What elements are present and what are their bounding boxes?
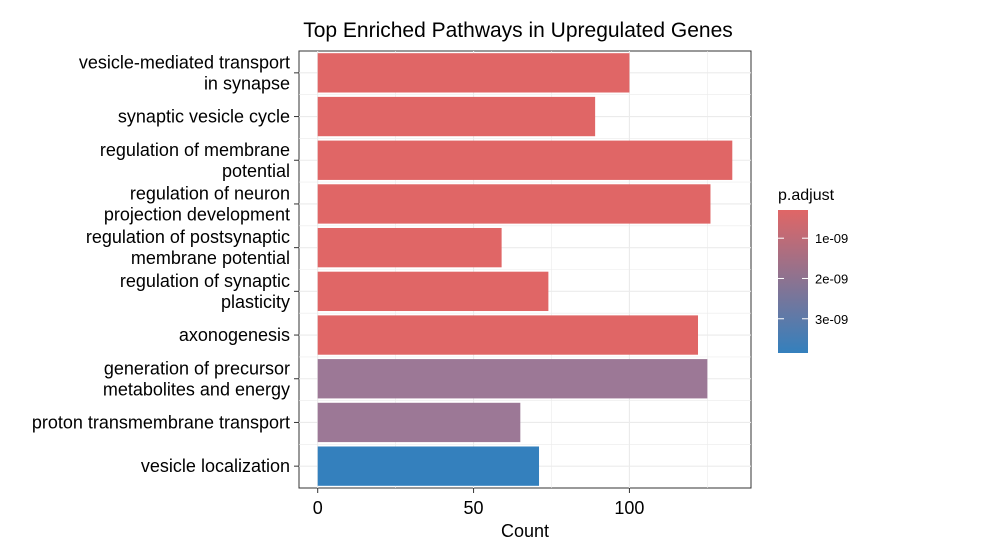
category-label: regulation of membrane (100, 140, 290, 160)
legend-tick-label: 3e-09 (815, 312, 848, 327)
category-label: projection development (104, 204, 290, 224)
category-label: potential (222, 161, 290, 181)
category-label: membrane potential (131, 248, 290, 268)
category-label: in synapse (204, 73, 290, 93)
bar (317, 446, 540, 486)
x-axis: 0 50 100 (313, 488, 644, 518)
bar (317, 96, 596, 137)
category-label: regulation of neuron (130, 183, 290, 203)
x-tick-label: 100 (614, 498, 644, 518)
legend-title: p.adjust (778, 187, 835, 204)
bar (317, 271, 549, 312)
bar (317, 227, 502, 268)
bar (317, 140, 733, 180)
category-label: axonogenesis (179, 325, 290, 345)
category-label: vesicle localization (141, 456, 290, 476)
x-tick-label: 0 (313, 498, 323, 518)
legend-tick-label: 1e-09 (815, 231, 848, 246)
category-label: synaptic vesicle cycle (118, 107, 290, 127)
bar (317, 402, 521, 443)
bar (317, 53, 630, 93)
bar (317, 315, 699, 355)
legend-tick-label: 2e-09 (815, 271, 848, 286)
chart-title: Top Enriched Pathways in Upregulated Gen… (303, 19, 733, 42)
category-label: generation of precursor (104, 358, 290, 378)
category-label: plasticity (221, 292, 290, 312)
legend: p.adjust 1e-09 2e-09 3e-09 (778, 187, 848, 353)
category-label: metabolites and energy (103, 379, 290, 399)
category-label: vesicle-mediated transport (79, 52, 290, 72)
bar (317, 184, 711, 224)
category-label: regulation of synaptic (120, 271, 290, 291)
category-label: proton transmembrane transport (32, 412, 290, 432)
category-label: regulation of postsynaptic (86, 227, 290, 247)
bars (317, 53, 733, 486)
x-tick-label: 50 (464, 498, 484, 518)
x-axis-title: Count (501, 521, 549, 541)
legend-colorbar (778, 210, 808, 353)
bar (317, 359, 708, 399)
